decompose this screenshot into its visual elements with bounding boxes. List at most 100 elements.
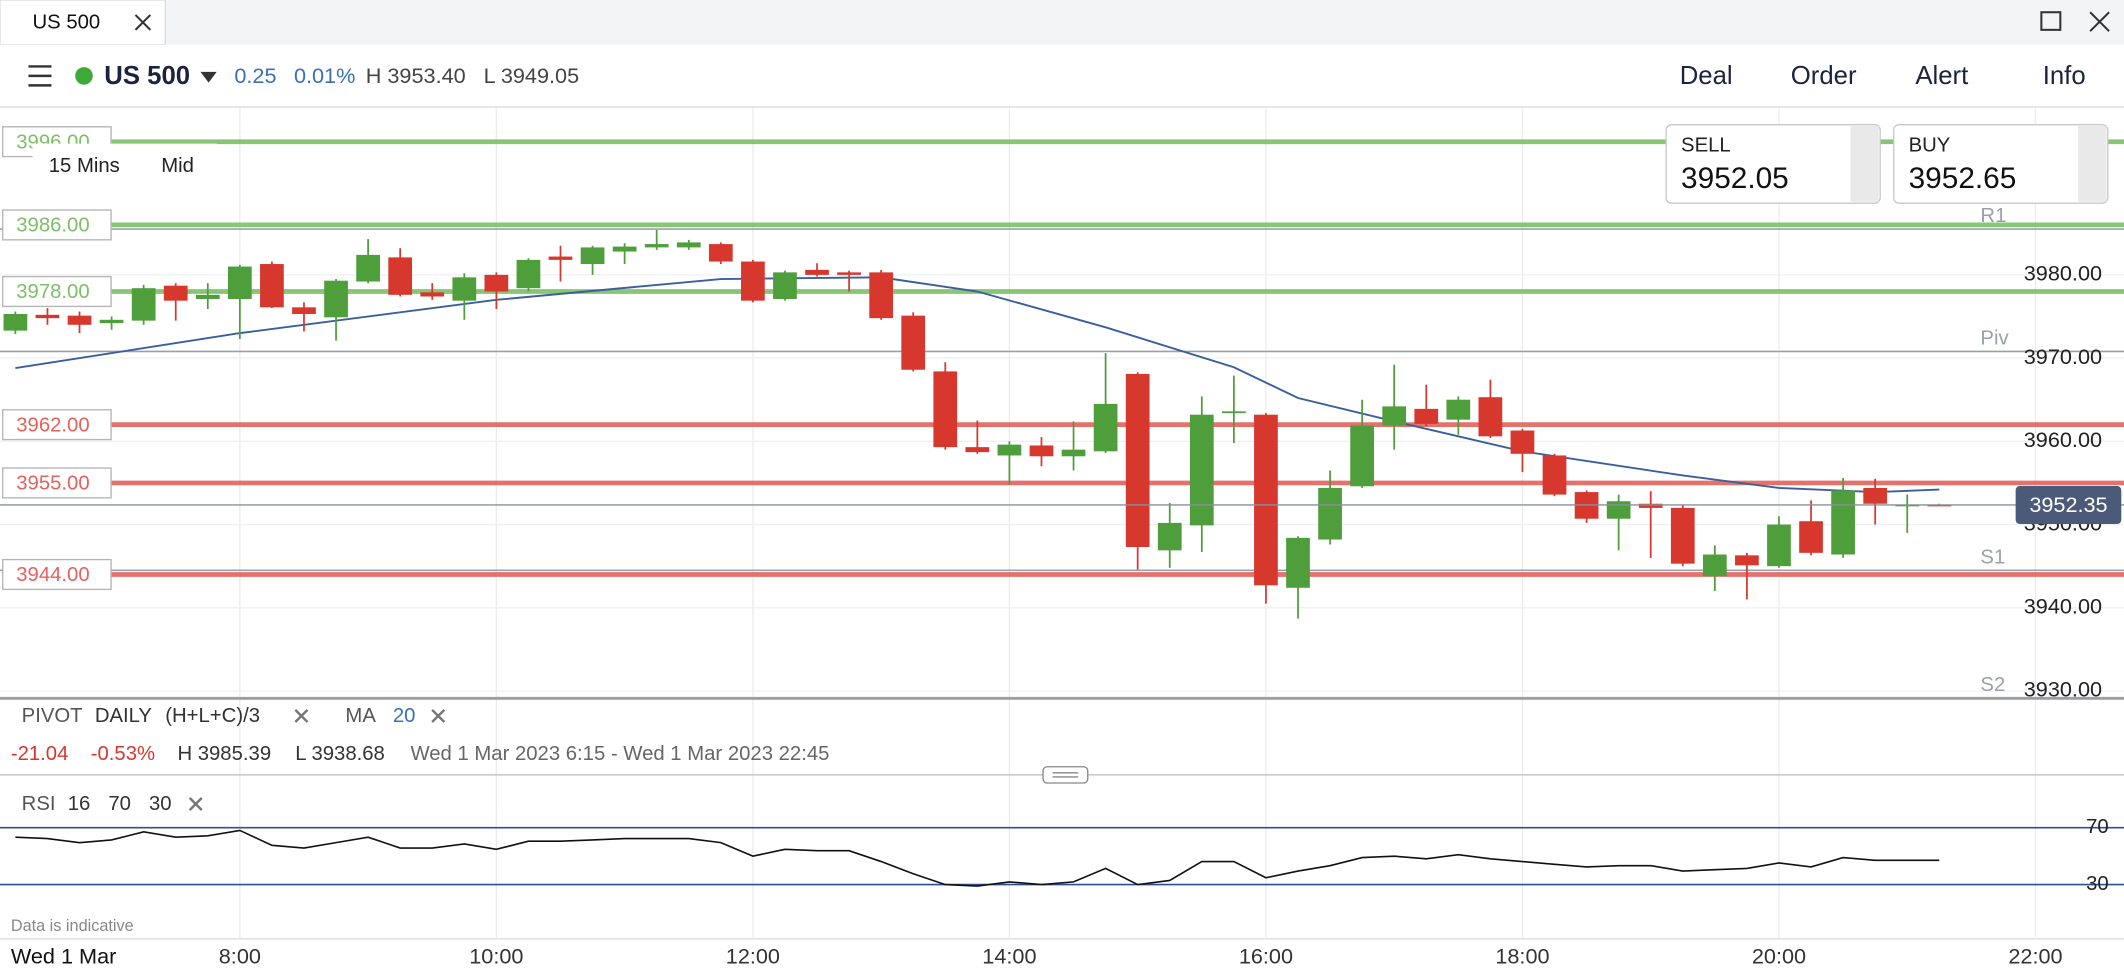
candle-body	[1350, 425, 1374, 487]
candle-body	[195, 294, 220, 300]
candle-body	[1735, 555, 1759, 566]
candle-body	[1125, 373, 1150, 548]
plot-layer	[0, 139, 2124, 887]
price-level-label: 3986.00	[16, 215, 89, 237]
alert-button[interactable]: Alert	[1915, 62, 1968, 90]
pivot-label: PIVOT	[22, 705, 83, 727]
x-tick-label: 8:00	[219, 943, 261, 968]
panel-resize-handle[interactable]	[1042, 766, 1089, 784]
candle-body	[773, 272, 797, 300]
candle-body	[516, 259, 541, 289]
candle-body	[1863, 487, 1888, 504]
close-button[interactable]	[2089, 11, 2110, 32]
rsi-lower: 30	[149, 793, 172, 815]
buy-price: 3952.65	[1909, 162, 2017, 195]
info-button[interactable]: Info	[2043, 62, 2086, 90]
menu-button[interactable]	[28, 65, 52, 87]
candle-body	[805, 269, 829, 275]
deal-button[interactable]: Deal	[1680, 62, 1733, 90]
rsi-line	[15, 829, 1940, 887]
pivot-label: Piv	[1980, 328, 2009, 350]
rsi-period: 16	[68, 793, 91, 815]
tab-title: US 500	[33, 11, 101, 33]
remove-pivot[interactable]	[294, 708, 309, 723]
x-tick-label: 10:00	[469, 943, 523, 968]
candle-body	[1286, 537, 1310, 588]
data-note: Data is indicative	[11, 917, 134, 935]
candle-body	[1702, 554, 1727, 577]
candle-body	[837, 272, 861, 275]
candle-body	[1670, 507, 1695, 564]
interval-button[interactable]: 15 Mins	[49, 155, 120, 177]
candle-body	[676, 242, 701, 248]
x-tick-label: 16:00	[1239, 943, 1293, 968]
candle-body	[1318, 487, 1342, 540]
pivot-label: S1	[1980, 546, 2005, 568]
price-level-label: 3955.00	[16, 473, 89, 495]
price-level-box	[2, 558, 112, 591]
y-tick-label: 3940.00	[2024, 593, 2102, 618]
candle-body	[163, 285, 188, 301]
candle-body	[484, 274, 509, 292]
candle-body	[1157, 522, 1182, 551]
y-tick-label: 3980.00	[2024, 261, 2102, 286]
buy-box[interactable]	[1893, 123, 2109, 204]
candle-body	[708, 244, 733, 262]
candle-body	[324, 280, 348, 318]
tab-close[interactable]	[134, 14, 152, 31]
candle-body	[452, 277, 477, 301]
pivot-label: S2	[1980, 674, 2005, 696]
candle-body	[901, 315, 926, 370]
candle-body	[35, 314, 60, 319]
y-tick-label: 3930.00	[2024, 677, 2102, 702]
candle-body	[1478, 397, 1503, 437]
pivot-period: DAILY	[95, 705, 153, 727]
candle-body	[965, 447, 990, 453]
sell-label: SELL	[1681, 135, 1731, 157]
candle-body	[1029, 445, 1054, 457]
tab[interactable]	[0, 0, 166, 46]
candle-body	[1542, 455, 1567, 495]
toolbar	[0, 44, 2124, 108]
candle-body	[227, 266, 252, 300]
price-level-box	[2, 209, 112, 241]
price-type-button[interactable]: Mid	[161, 155, 194, 177]
candle-body	[99, 319, 124, 324]
candle-body	[1382, 406, 1407, 426]
price-level-box	[2, 275, 112, 308]
range-change-percent: -0.53%	[91, 743, 155, 765]
candle-body	[260, 264, 284, 308]
candle-body	[1414, 408, 1439, 424]
maximize-button[interactable]	[2040, 11, 2062, 31]
price-level-label: 3978.00	[16, 281, 89, 303]
x-tick-label: 20:00	[1752, 943, 1806, 968]
candle-body	[612, 246, 637, 252]
change-percent: 0.01%	[294, 63, 355, 88]
y-tick-label: 3970.00	[2024, 344, 2102, 369]
range-dates: Wed 1 Mar 2023 6:15 - Wed 1 Mar 2023 22:…	[410, 743, 829, 765]
instrument-dropdown[interactable]	[200, 71, 217, 83]
remove-ma[interactable]	[431, 708, 446, 723]
interval-panel	[32, 143, 217, 190]
remove-rsi[interactable]	[188, 797, 203, 811]
session-high: H 3953.40	[366, 63, 466, 88]
ma-period: 20	[393, 705, 416, 727]
candle-body	[933, 371, 958, 448]
tab-bar	[0, 0, 2124, 45]
sell-box[interactable]	[1665, 123, 1881, 204]
rsi-tick-label: 70	[2086, 816, 2109, 838]
label-layer: 8:00 10:00 12:00 14:00 16:00 18:00 20:00 22:00 3…	[2, 126, 2122, 968]
pivot-label: R1	[1980, 205, 2006, 227]
instrument-name[interactable]: US 500	[104, 62, 190, 90]
candle-body	[580, 247, 605, 265]
handle-grip	[1052, 772, 1079, 778]
buy-label: BUY	[1909, 135, 1951, 157]
candle-body	[131, 288, 156, 321]
order-button[interactable]: Order	[1791, 62, 1857, 90]
change: 0.25	[234, 63, 276, 88]
x-tick-label: 18:00	[1495, 943, 1549, 968]
price-level-box	[2, 409, 112, 441]
price-level-label: 3962.00	[16, 414, 89, 436]
